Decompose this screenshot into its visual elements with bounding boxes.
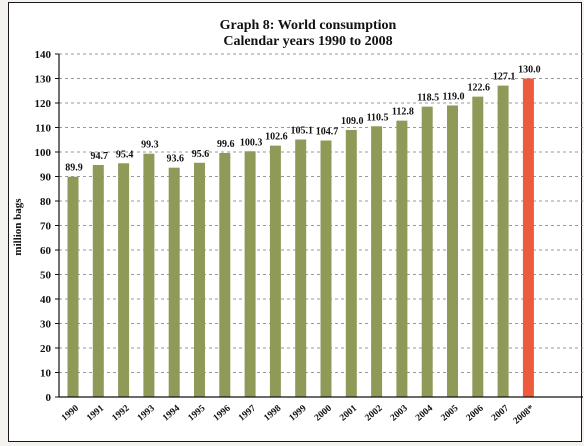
x-tick-label-2003: 2003 xyxy=(389,403,410,423)
x-tick-label-1997: 1997 xyxy=(237,403,258,423)
chart-canvas: Graph 8: World consumption Calendar year… xyxy=(12,18,583,427)
bar-1999 xyxy=(295,139,307,397)
data-label-2000: 104.7 xyxy=(316,126,339,137)
data-labels: 89.994.7 95.499.393.6 95.699.6 100.3102.610… xyxy=(65,65,540,174)
data-label-1990: 89.9 xyxy=(65,163,83,174)
x-tick-label-1998: 1998 xyxy=(262,403,283,423)
bar-2008* xyxy=(522,78,534,397)
data-label-2007: 127.1 xyxy=(493,72,516,83)
y-axis-title: million bags xyxy=(12,198,24,256)
y-tick-label: 20 xyxy=(40,343,52,355)
x-tick-label-2000: 2000 xyxy=(313,403,334,423)
chart-subtitle: Calendar years 1990 to 2008 xyxy=(223,34,392,49)
bar-1990 xyxy=(67,176,79,397)
data-label-1995: 95.6 xyxy=(192,149,210,160)
bar-1993 xyxy=(143,153,155,397)
x-tick-label-1993: 1993 xyxy=(136,403,157,423)
data-label-2004: 118.5 xyxy=(417,93,439,104)
bars xyxy=(67,78,534,398)
data-label-1993: 99.3 xyxy=(141,140,159,151)
data-label-1996: 99.6 xyxy=(217,139,235,150)
x-tick-label-2008*: 2008* xyxy=(512,403,537,426)
bar-2002 xyxy=(371,126,383,398)
y-tick-label: 30 xyxy=(40,319,52,331)
x-tick-labels: 1990 1991 1992 1993 1994 1995 1996 1997 1998 1999… xyxy=(60,403,537,426)
x-tick-label-2004: 2004 xyxy=(414,403,435,423)
bar-2001 xyxy=(345,129,357,397)
x-tick-label-2001: 2001 xyxy=(338,403,359,423)
bar-2005 xyxy=(447,105,458,397)
data-label-1997: 100.3 xyxy=(240,137,263,148)
data-label-1994: 93.6 xyxy=(166,154,184,165)
bar-2003 xyxy=(396,120,408,397)
x-tick-label-2007: 2007 xyxy=(490,403,511,423)
data-label-2006: 122.6 xyxy=(468,83,491,94)
x-tick-label-2002: 2002 xyxy=(364,403,385,423)
data-label-2005: 119.0 xyxy=(443,91,465,102)
x-tick-label-1990: 1990 xyxy=(60,403,81,423)
x-tick-label-1999: 1999 xyxy=(288,403,309,423)
bar-2004 xyxy=(421,106,433,398)
x-tick-label-2005: 2005 xyxy=(439,403,460,423)
data-label-2008*: 130.0 xyxy=(518,65,541,76)
y-tick-label: 130 xyxy=(35,74,52,86)
bar-2000 xyxy=(320,140,332,398)
y-tick-label: 120 xyxy=(35,98,52,110)
x-tick-label-1994: 1994 xyxy=(161,403,182,423)
data-label-2003: 112.8 xyxy=(392,107,414,118)
x-tick-label-1995: 1995 xyxy=(186,403,207,423)
bar-1997 xyxy=(244,151,256,397)
y-tick-label: 140 xyxy=(35,49,52,61)
bar-1994 xyxy=(168,167,180,397)
axes xyxy=(58,54,583,398)
x-tick-label-1996: 1996 xyxy=(212,403,233,423)
data-label-1992: 95.4 xyxy=(116,149,134,160)
y-tick-label: 90 xyxy=(40,172,52,184)
chart-title: Graph 8: World consumption xyxy=(220,18,397,33)
y-tick-label: 100 xyxy=(35,147,52,159)
data-label-1991: 94.7 xyxy=(91,151,109,162)
bar-1992 xyxy=(118,163,130,397)
bar-1996 xyxy=(219,152,231,397)
bar-1998 xyxy=(269,145,281,397)
x-tick-label-2006: 2006 xyxy=(465,403,486,423)
bar-2006 xyxy=(472,96,484,397)
data-label-2001: 109.0 xyxy=(341,116,364,127)
y-tick-label: 80 xyxy=(40,196,52,208)
y-tick-label: 50 xyxy=(40,270,52,282)
data-label-1999: 105.1 xyxy=(290,126,313,137)
x-tick-label-1992: 1992 xyxy=(111,403,132,423)
bar-1991 xyxy=(92,164,104,397)
y-tick-labels: 0 10 20 30 40 50 60 70 80 90 100 110 120 130 140 xyxy=(35,49,52,404)
y-tick-label: 110 xyxy=(35,123,51,135)
y-tick-label: 70 xyxy=(40,221,52,233)
y-tick-label: 0 xyxy=(46,392,52,404)
y-tick-label: 60 xyxy=(40,245,52,257)
y-tick-label: 40 xyxy=(40,294,52,306)
bar-2007 xyxy=(497,85,509,397)
x-tick-label-1991: 1991 xyxy=(85,403,106,423)
data-label-2002: 110.5 xyxy=(367,112,389,123)
chart-frame: Graph 8: World consumption Calendar year… xyxy=(8,2,583,442)
grid-lines xyxy=(55,53,583,398)
data-label-1998: 102.6 xyxy=(265,132,288,143)
y-tick-label: 10 xyxy=(40,368,52,380)
bar-1995 xyxy=(194,162,205,397)
